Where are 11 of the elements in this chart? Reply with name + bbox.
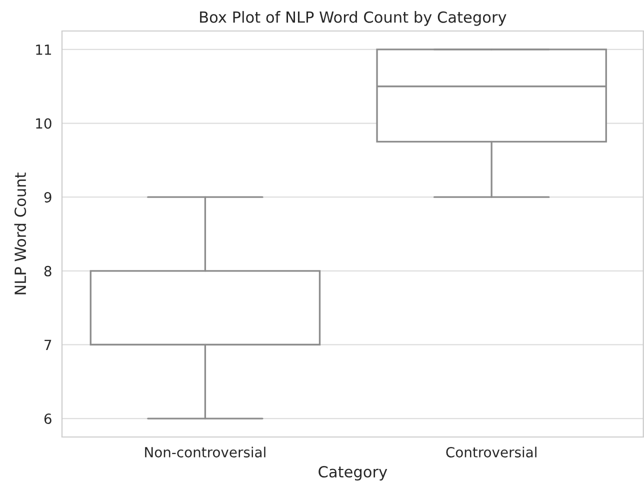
y-tick-label: 6 <box>44 414 52 424</box>
x-tick-label: Controversial <box>446 446 536 458</box>
chart-title: Box Plot of NLP Word Count by Category <box>200 11 506 26</box>
x-tick-label: Non-controversial <box>145 446 266 458</box>
x-axis-title: Category <box>318 466 388 481</box>
y-tick-label: 7 <box>44 340 52 350</box>
y-tick-label: 9 <box>44 192 52 203</box>
y-tick-label: 11 <box>36 44 51 55</box>
y-tick-label: 10 <box>36 118 52 129</box>
y-tick-label: 8 <box>44 266 52 276</box>
y-axis-title: NLP Word Count <box>14 172 26 294</box>
